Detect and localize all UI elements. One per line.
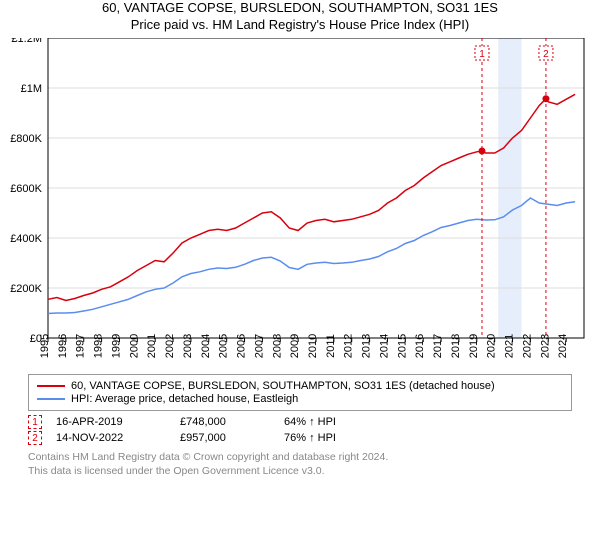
- svg-text:2015: 2015: [396, 334, 408, 358]
- svg-text:1995: 1995: [39, 334, 51, 358]
- svg-text:2016: 2016: [414, 334, 426, 358]
- svg-text:2006: 2006: [236, 334, 248, 358]
- attribution-line1: Contains HM Land Registry data © Crown c…: [28, 451, 572, 465]
- sale-date: 14-NOV-2022: [56, 432, 166, 444]
- svg-text:2022: 2022: [521, 334, 533, 358]
- svg-text:2024: 2024: [557, 334, 569, 358]
- chart-container: £0£200K£400K£600K£800K£1M£1.2M1995199619…: [0, 38, 600, 368]
- svg-text:2: 2: [543, 49, 549, 60]
- legend-swatch: [37, 385, 65, 387]
- legend: 60, VANTAGE COPSE, BURSLEDON, SOUTHAMPTO…: [28, 374, 572, 411]
- svg-text:£200K: £200K: [10, 283, 42, 295]
- svg-text:2002: 2002: [164, 334, 176, 358]
- svg-text:1999: 1999: [110, 334, 122, 358]
- sale-price: £957,000: [180, 432, 270, 444]
- svg-text:2008: 2008: [271, 334, 283, 358]
- svg-text:2000: 2000: [128, 334, 140, 358]
- chart-title-line2: Price paid vs. HM Land Registry's House …: [0, 17, 600, 32]
- svg-text:£800K: £800K: [10, 133, 42, 145]
- svg-text:£1.2M: £1.2M: [11, 38, 42, 45]
- sale-pct: 76% ↑ HPI: [284, 432, 336, 444]
- svg-text:2017: 2017: [432, 334, 444, 358]
- svg-text:2018: 2018: [450, 334, 462, 358]
- sale-date: 16-APR-2019: [56, 416, 166, 428]
- svg-text:2023: 2023: [539, 334, 551, 358]
- svg-text:£400K: £400K: [10, 233, 42, 245]
- svg-text:1996: 1996: [57, 334, 69, 358]
- attribution-line2: This data is licensed under the Open Gov…: [28, 465, 572, 479]
- svg-text:2004: 2004: [200, 334, 212, 358]
- svg-text:1998: 1998: [93, 334, 105, 358]
- sale-pct: 64% ↑ HPI: [284, 416, 336, 428]
- legend-swatch: [37, 398, 65, 400]
- svg-text:2019: 2019: [468, 334, 480, 358]
- svg-text:1997: 1997: [75, 334, 87, 358]
- sale-row: 1 16-APR-2019 £748,000 64% ↑ HPI: [28, 415, 572, 429]
- legend-row: 60, VANTAGE COPSE, BURSLEDON, SOUTHAMPTO…: [37, 380, 563, 392]
- sale-marker-badge: 2: [28, 431, 42, 445]
- svg-text:2009: 2009: [289, 334, 301, 358]
- svg-text:2003: 2003: [182, 334, 194, 358]
- svg-text:£600K: £600K: [10, 183, 42, 195]
- attribution: Contains HM Land Registry data © Crown c…: [28, 451, 572, 478]
- svg-text:2013: 2013: [361, 334, 373, 358]
- sale-row: 2 14-NOV-2022 £957,000 76% ↑ HPI: [28, 431, 572, 445]
- chart-title-line1: 60, VANTAGE COPSE, BURSLEDON, SOUTHAMPTO…: [0, 0, 600, 15]
- legend-label: HPI: Average price, detached house, East…: [71, 393, 298, 405]
- legend-label: 60, VANTAGE COPSE, BURSLEDON, SOUTHAMPTO…: [71, 380, 495, 392]
- svg-text:2021: 2021: [504, 334, 516, 358]
- svg-text:2010: 2010: [307, 334, 319, 358]
- legend-row: HPI: Average price, detached house, East…: [37, 393, 563, 405]
- svg-text:2014: 2014: [378, 334, 390, 358]
- svg-text:2020: 2020: [486, 334, 498, 358]
- sale-marker-badge: 1: [28, 415, 42, 429]
- price-chart: £0£200K£400K£600K£800K£1M£1.2M1995199619…: [0, 38, 600, 368]
- svg-text:2005: 2005: [218, 334, 230, 358]
- svg-text:1: 1: [479, 49, 485, 60]
- svg-text:2007: 2007: [253, 334, 265, 358]
- svg-text:£1M: £1M: [21, 83, 42, 95]
- svg-text:2001: 2001: [146, 334, 158, 358]
- sale-price: £748,000: [180, 416, 270, 428]
- svg-text:2012: 2012: [343, 334, 355, 358]
